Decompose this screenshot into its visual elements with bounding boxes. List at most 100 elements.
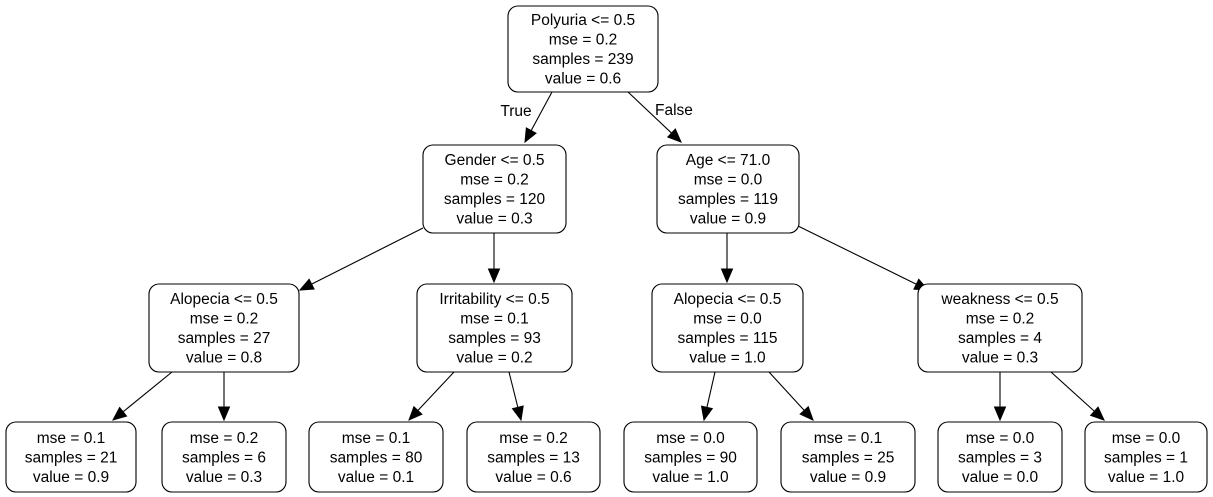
edge-line xyxy=(1050,371,1095,412)
edge-n1-to-n3 xyxy=(298,227,424,291)
node-text-line: mse = 0.1 xyxy=(342,430,411,447)
node-text-line: value = 0.3 xyxy=(962,350,1038,367)
node-text-line: mse = 0.0 xyxy=(693,311,762,328)
node-text-line: Gender <= 0.5 xyxy=(445,152,545,169)
arrowhead-icon xyxy=(799,405,814,421)
arrowhead-icon xyxy=(298,278,315,291)
tree-node-n13: mse = 0.0 samples = 3 value = 0.0 xyxy=(937,421,1063,493)
node-text-line: value = 0.2 xyxy=(456,350,532,367)
node-box xyxy=(466,421,601,493)
node-text-line: value = 0.9 xyxy=(33,469,109,486)
node-text-line: Alopecia <= 0.5 xyxy=(170,291,278,308)
node-box xyxy=(780,421,916,493)
arrowhead-icon xyxy=(1089,406,1105,421)
node-text-line: mse = 0.1 xyxy=(814,430,883,447)
edge-line xyxy=(706,371,716,408)
node-text-line: samples = 6 xyxy=(182,449,266,466)
tree-node-n4: Irritability <= 0.5 mse = 0.1 samples = 93… xyxy=(416,283,573,373)
node-text-line: mse = 0.1 xyxy=(37,430,106,447)
node-text-line: samples = 25 xyxy=(802,449,895,466)
tree-node-n7: mse = 0.1 samples = 21 value = 0.9 xyxy=(5,421,137,493)
node-text-line: samples = 80 xyxy=(330,449,423,466)
node-box xyxy=(937,421,1063,493)
node-text-line: samples = 115 xyxy=(677,330,777,347)
node-text-line: samples = 4 xyxy=(958,330,1042,347)
edge-n4-to-n9 xyxy=(408,371,455,421)
node-box xyxy=(1084,421,1208,493)
tree-node-n11: mse = 0.0 samples = 90 value = 1.0 xyxy=(623,421,758,493)
arrowhead-icon xyxy=(112,406,128,421)
tree-node-n12: mse = 0.1 samples = 25 value = 0.9 xyxy=(780,421,916,493)
node-text-line: samples = 93 xyxy=(448,330,541,347)
node-box xyxy=(161,421,287,493)
arrowhead-icon xyxy=(720,268,734,284)
node-text-line: weakness <= 0.5 xyxy=(940,291,1058,308)
edge-n6-to-n14 xyxy=(1050,371,1105,421)
node-text-line: mse = 0.0 xyxy=(1112,430,1181,447)
arrowhead-icon xyxy=(408,405,423,421)
node-text-line: value = 0.6 xyxy=(495,469,571,486)
node-text-line: Polyuria <= 0.5 xyxy=(531,12,635,29)
edge-line xyxy=(311,227,424,285)
edge-line xyxy=(417,371,455,411)
node-text-line: samples = 119 xyxy=(678,191,778,208)
edge-n5-to-n11 xyxy=(700,371,716,422)
node-text-line: mse = 0.2 xyxy=(190,311,259,328)
tree-node-n6: weakness <= 0.5 mse = 0.2 samples = 4 value… xyxy=(917,283,1083,373)
edge-line xyxy=(627,91,672,134)
edge-line xyxy=(797,225,917,285)
node-text-line: samples = 239 xyxy=(532,51,633,68)
node-text-line: mse = 0.0 xyxy=(694,172,763,189)
tree-node-n14: mse = 0.0 samples = 1 value = 1.0 xyxy=(1084,421,1208,493)
node-text-line: mse = 0.0 xyxy=(966,430,1035,447)
node-text-line: value = 1.0 xyxy=(689,350,766,367)
tree-node-n2: Age <= 71.0 mse = 0.0 samples = 119 value =… xyxy=(656,144,800,234)
node-text-line: value = 0.0 xyxy=(962,469,1039,486)
edge-n0-to-n2: False xyxy=(627,91,693,143)
edge-line xyxy=(508,371,519,408)
tree-node-n3: Alopecia <= 0.5 mse = 0.2 samples = 27 valu… xyxy=(148,283,300,373)
node-text-line: mse = 0.1 xyxy=(460,311,529,328)
edge-line xyxy=(530,91,553,131)
node-text-line: Alopecia <= 0.5 xyxy=(674,291,782,308)
node-box xyxy=(5,421,137,493)
node-box xyxy=(656,144,800,234)
node-text-line: value = 0.8 xyxy=(186,350,262,367)
edge-n2-to-n6 xyxy=(797,225,930,291)
node-text-line: samples = 3 xyxy=(958,449,1042,466)
tree-node-n9: mse = 0.1 samples = 80 value = 0.1 xyxy=(308,421,444,493)
arrowhead-icon xyxy=(487,268,501,284)
node-box xyxy=(623,421,758,493)
node-box xyxy=(422,144,567,234)
edge-n2-to-n5 xyxy=(720,233,734,284)
arrowhead-icon xyxy=(993,406,1007,422)
edge-n1-to-n4 xyxy=(487,233,501,284)
node-box xyxy=(308,421,444,493)
node-text-line: mse = 0.2 xyxy=(549,32,618,49)
node-box xyxy=(651,283,804,373)
edge-n0-to-n1: True xyxy=(500,91,553,144)
node-text-line: samples = 21 xyxy=(25,449,118,466)
edges-layer: True False xyxy=(112,91,1105,422)
node-box xyxy=(416,283,573,373)
edge-label-false: False xyxy=(655,102,693,119)
arrowhead-icon xyxy=(217,406,231,422)
arrowhead-icon xyxy=(524,127,537,144)
edge-n3-to-n8 xyxy=(217,372,231,422)
arrowhead-icon xyxy=(700,405,714,422)
node-text-line: value = 0.3 xyxy=(456,211,532,228)
arrowhead-icon xyxy=(666,128,682,143)
edge-n3-to-n7 xyxy=(112,371,173,421)
tree-node-n5: Alopecia <= 0.5 mse = 0.0 samples = 115 val… xyxy=(651,283,804,373)
node-text-line: samples = 120 xyxy=(444,191,546,208)
node-box xyxy=(507,5,659,93)
node-box xyxy=(917,283,1083,373)
edge-n4-to-n10 xyxy=(508,371,524,422)
node-text-line: mse = 0.2 xyxy=(190,430,259,447)
tree-node-n10: mse = 0.2 samples = 13 value = 0.6 xyxy=(466,421,601,493)
node-text-line: value = 0.9 xyxy=(810,469,886,486)
node-text-line: value = 0.6 xyxy=(545,71,621,88)
node-text-line: mse = 0.2 xyxy=(460,172,529,189)
node-text-line: samples = 13 xyxy=(487,449,580,466)
